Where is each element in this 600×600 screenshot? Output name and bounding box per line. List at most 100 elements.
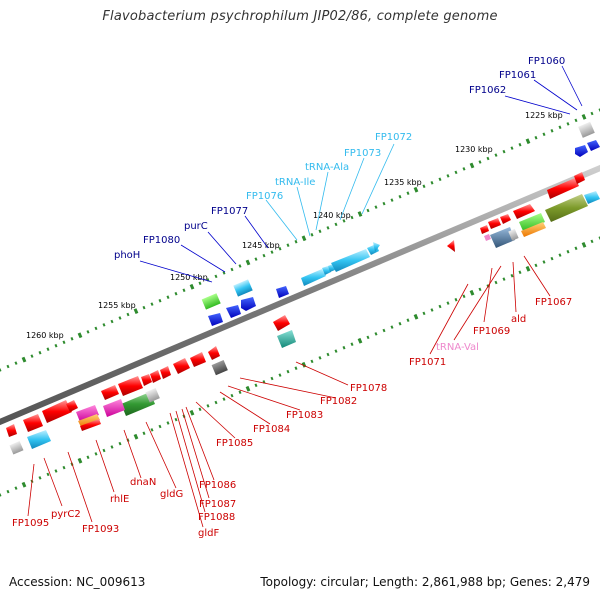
label-gldf[interactable]: gldF: [198, 528, 219, 539]
label-fp1077[interactable]: FP1077: [211, 206, 248, 217]
label-fp1083[interactable]: FP1083: [286, 410, 323, 421]
label-fp1087[interactable]: FP1087: [199, 499, 236, 510]
label-rhle[interactable]: rhlE: [110, 494, 129, 505]
gene-gray-right[interactable]: [578, 121, 595, 138]
gene-fp1086[interactable]: [150, 370, 161, 383]
label-fp1080[interactable]: FP1080: [143, 235, 180, 246]
gene-fp1067[interactable]: [547, 178, 579, 199]
scale-tick: [534, 263, 538, 268]
gene-purc[interactable]: [241, 297, 256, 311]
label-fp1062[interactable]: FP1062: [469, 85, 506, 96]
scale-label-1250: 1250 kbp: [170, 273, 208, 282]
label-trna-ala[interactable]: tRNA-Ala: [305, 162, 349, 173]
gene-orange-right[interactable]: [521, 222, 546, 237]
gene-gray-mid[interactable]: [145, 388, 160, 403]
gene-rhle[interactable]: [76, 405, 99, 422]
scale-tick-major: [189, 283, 195, 290]
scale-tick: [94, 452, 98, 456]
gene-fp1088[interactable]: [118, 376, 143, 396]
scale-tick: [174, 417, 178, 422]
gene-red-r3[interactable]: [500, 214, 511, 224]
gene-fp1082[interactable]: [208, 346, 220, 360]
gene-red-r5[interactable]: [480, 225, 489, 234]
gene-fp1083[interactable]: [190, 352, 206, 367]
gene-fp1095[interactable]: [6, 424, 17, 437]
scale-tick-major: [413, 313, 419, 320]
label-trna-ile[interactable]: tRNA-Ile: [275, 177, 315, 188]
gene-rhle-red[interactable]: [80, 419, 101, 431]
gene-fp1084[interactable]: [173, 358, 190, 374]
label-dnan[interactable]: dnaN: [130, 477, 156, 488]
label-fp1060[interactable]: FP1060: [528, 56, 565, 67]
label-fp1071[interactable]: FP1071: [409, 357, 446, 368]
scale-tick: [94, 326, 98, 331]
label-fp1076[interactable]: FP1076: [246, 191, 283, 202]
label-gldg[interactable]: gldG: [160, 489, 183, 500]
gene-cyan-left[interactable]: [27, 430, 51, 449]
genome-summary-text: Topology: circular; Length: 2,861,988 bp…: [260, 575, 590, 589]
label-fp1069[interactable]: FP1069: [473, 326, 510, 337]
label-fp1061[interactable]: FP1061: [499, 70, 536, 81]
scale-tick: [102, 323, 106, 327]
label-purc[interactable]: purC: [184, 221, 208, 232]
gene-green-right[interactable]: [519, 213, 545, 231]
scale-tick: [6, 489, 10, 494]
gene-gldf[interactable]: [101, 385, 119, 400]
gene-olive-right[interactable]: [545, 194, 588, 222]
label-trna-val[interactable]: tRNA-Val: [436, 342, 479, 353]
gene-fp1080[interactable]: [226, 305, 241, 318]
gene-green-small[interactable]: [201, 293, 221, 310]
gene-gray-r[interactable]: [508, 228, 519, 241]
gene-phoh[interactable]: [208, 313, 223, 326]
gene-fp1062[interactable]: [575, 145, 588, 157]
label-fp1084[interactable]: FP1084: [253, 424, 290, 435]
scale-tick: [70, 337, 74, 341]
label-fp1073[interactable]: FP1073: [344, 148, 381, 159]
gene-rhle-orange[interactable]: [78, 414, 100, 427]
gene-dnan[interactable]: [103, 399, 125, 417]
gene-cyan-tip[interactable]: [373, 242, 380, 252]
label-fp1095[interactable]: FP1095: [12, 518, 49, 529]
label-fp1078[interactable]: FP1078: [350, 383, 387, 394]
gene-gray-left[interactable]: [9, 441, 24, 455]
label-fp1072[interactable]: FP1072: [375, 132, 412, 143]
label-fp1086[interactable]: FP1086: [199, 480, 236, 491]
label-fp1067[interactable]: FP1067: [535, 297, 572, 308]
label-fp1088[interactable]: FP1088: [198, 512, 235, 523]
label-fp1093[interactable]: FP1093: [82, 524, 119, 535]
label-fp1085[interactable]: FP1085: [216, 438, 253, 449]
gene-fp1078[interactable]: [273, 315, 290, 331]
gene-trna-val[interactable]: [484, 234, 491, 241]
gene-ald[interactable]: [513, 204, 535, 219]
label-fp1082[interactable]: FP1082: [320, 396, 357, 407]
label-pyrc2[interactable]: pyrC2: [51, 509, 81, 520]
gene-fp1067-b[interactable]: [574, 172, 585, 184]
gene-dark[interactable]: [211, 360, 228, 376]
gene-fp1093[interactable]: [42, 400, 72, 423]
scale-tick-major: [301, 235, 307, 242]
gene-fp1071[interactable]: [447, 240, 455, 252]
scale-tick: [262, 253, 266, 258]
gene-fp1085[interactable]: [160, 366, 171, 379]
gene-fp1077[interactable]: [276, 286, 289, 298]
scale-tick: [214, 400, 218, 405]
gene-cyan-purc[interactable]: [233, 279, 253, 297]
scale-tick: [462, 167, 466, 171]
scale-tick: [342, 345, 346, 350]
gene-fp1087[interactable]: [141, 374, 152, 386]
scale-tick-major: [245, 385, 251, 392]
gene-fp1076[interactable]: [301, 269, 326, 286]
gene-gldg[interactable]: [121, 392, 155, 416]
gene-fp1078-teal[interactable]: [277, 330, 296, 348]
label-phoh[interactable]: phoH: [114, 250, 140, 261]
gene-pyrc2[interactable]: [23, 414, 43, 432]
label-ald[interactable]: ald: [511, 314, 526, 325]
gene-red-r4[interactable]: [488, 218, 501, 229]
scale-label-1230: 1230 kbp: [455, 145, 493, 154]
scale-tick-major: [189, 409, 195, 416]
gene-fp1093-b[interactable]: [66, 400, 78, 412]
gene-cyan-right[interactable]: [584, 191, 600, 204]
scale-tick: [286, 369, 290, 374]
gene-fp1073[interactable]: [331, 249, 370, 272]
gene-fp1061[interactable]: [587, 140, 600, 151]
